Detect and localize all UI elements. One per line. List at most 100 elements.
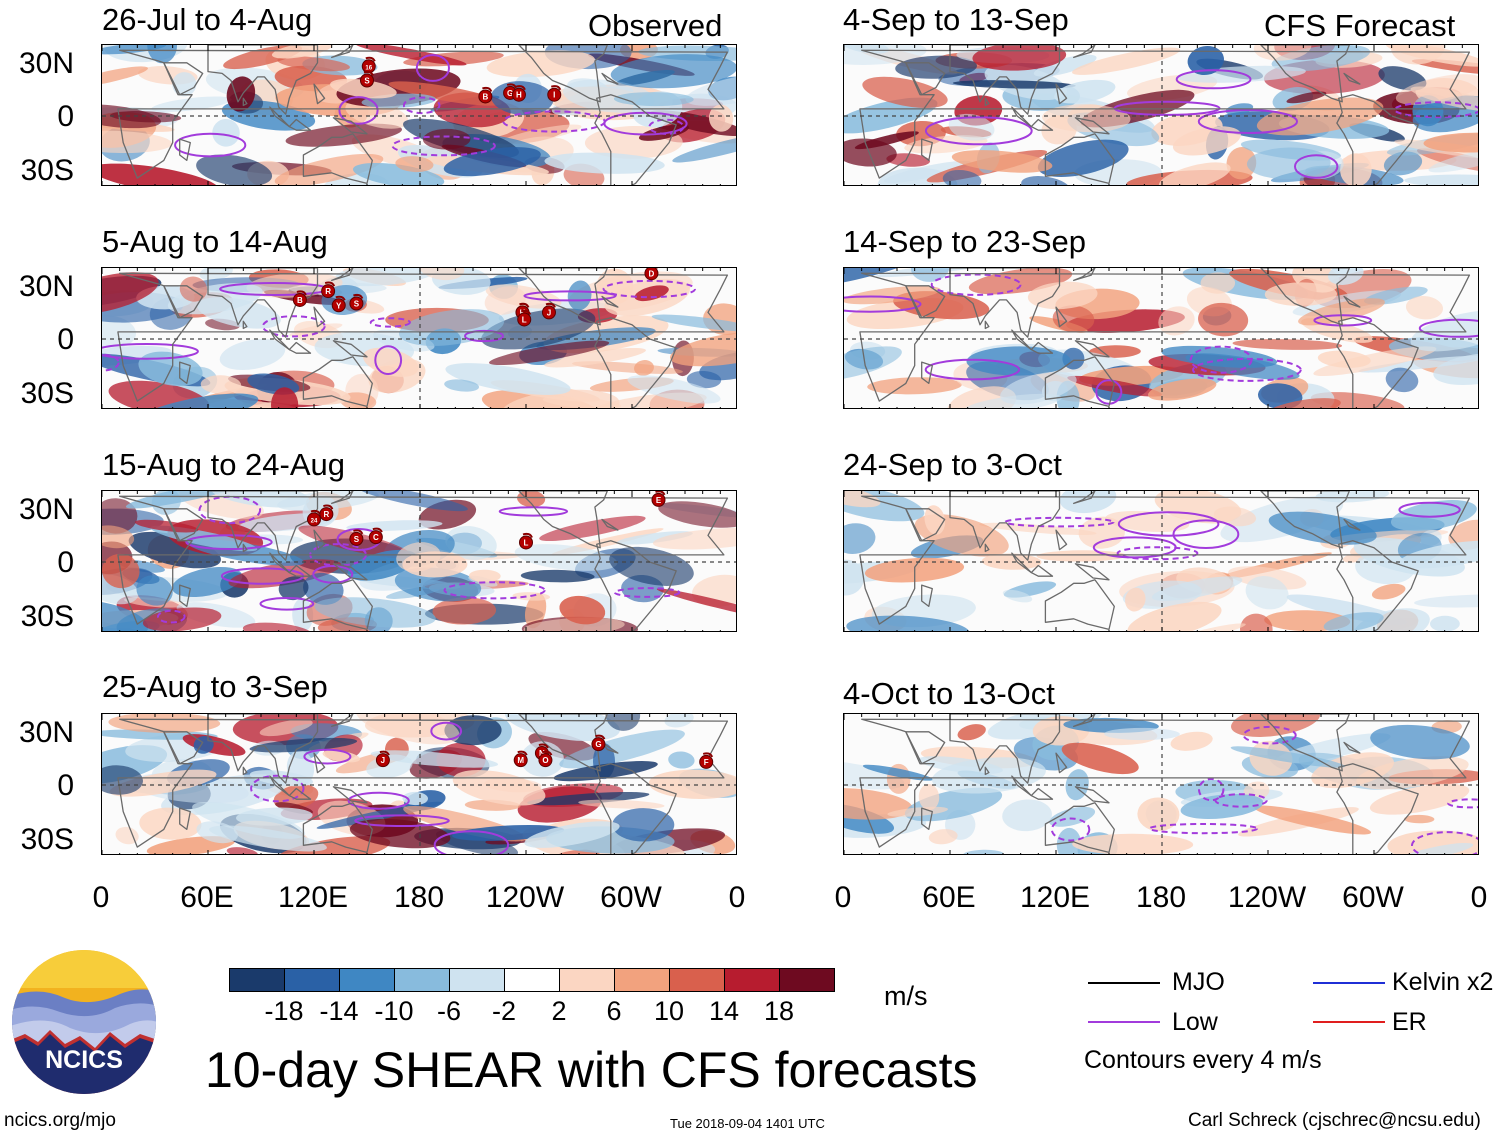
anomaly-blob xyxy=(844,559,865,596)
coastline xyxy=(302,356,373,408)
anomaly-blob xyxy=(1371,583,1406,600)
coastline xyxy=(331,491,354,505)
coastline xyxy=(601,518,619,531)
storm-marker: L xyxy=(517,309,532,327)
low-contour-negative xyxy=(1198,778,1225,802)
anomaly-blob xyxy=(1021,176,1071,185)
low-contour-negative xyxy=(1050,817,1091,842)
coastline xyxy=(1336,763,1419,854)
anomaly-blob xyxy=(1254,805,1372,835)
low-contour-positive xyxy=(347,791,410,810)
anomaly-blob xyxy=(928,829,958,845)
low-contour-negative xyxy=(1411,831,1478,854)
anomaly-blob xyxy=(1370,724,1470,760)
storm-marker: B xyxy=(292,290,307,307)
colorbar-tick-label: 14 xyxy=(708,996,740,1026)
anomaly-blob xyxy=(102,525,135,549)
low-contour-positive xyxy=(303,748,352,765)
coastline xyxy=(313,83,326,105)
storm-label: S xyxy=(364,77,370,86)
coastline xyxy=(518,491,608,549)
storm-marker: M xyxy=(513,750,528,768)
map-observed-1: 16 S B G H I xyxy=(101,44,737,186)
storm-circle xyxy=(519,535,533,550)
low-contour-positive xyxy=(430,721,463,741)
coastline xyxy=(1055,306,1068,328)
anomaly-blob xyxy=(1171,623,1246,631)
storm-circle xyxy=(644,268,659,281)
storm-marker: L xyxy=(519,532,533,550)
low-contour-negative xyxy=(402,96,441,115)
anomaly-blob xyxy=(523,617,625,631)
anomaly-blob xyxy=(1137,797,1180,832)
colorbar-swatch xyxy=(669,968,725,992)
coastline xyxy=(859,272,1471,402)
lon-label-0: 0 xyxy=(1470,881,1488,914)
coastline xyxy=(331,714,354,728)
anomaly-blob xyxy=(1428,147,1478,173)
coastline xyxy=(1260,491,1350,549)
anomaly-blob xyxy=(1067,375,1162,397)
map-forecast-4 xyxy=(843,713,1479,855)
footer-timestamp: Tue 2018-09-04 1401 UTC xyxy=(670,1116,825,1131)
anomaly-blob xyxy=(669,330,736,367)
low-contour-negative xyxy=(613,587,681,598)
coastline xyxy=(288,787,312,800)
storm-tail xyxy=(353,293,364,299)
storm-circle xyxy=(547,87,562,102)
lat-label-30n: 30N xyxy=(18,47,74,80)
anomaly-blob xyxy=(219,338,286,371)
lat-label-eq: 0 xyxy=(57,769,74,802)
lat-label-30s: 30S xyxy=(20,154,74,187)
panel-title-obs-3: 15-Aug to 24-Aug xyxy=(102,447,346,482)
figure-title: 10-day SHEAR with CFS forecasts xyxy=(205,1042,978,1098)
lat-label-30s: 30S xyxy=(20,823,74,856)
coastline xyxy=(594,540,677,631)
storm-label: Y xyxy=(336,301,342,310)
anomaly-blob xyxy=(210,491,310,508)
colorbar-swatch xyxy=(284,968,340,992)
anomaly-blob xyxy=(1404,174,1478,185)
anomaly-blob xyxy=(499,124,582,145)
coastlines xyxy=(117,268,729,408)
coastline xyxy=(207,268,319,338)
storm-circle xyxy=(513,753,528,768)
anomaly-blob xyxy=(1125,587,1146,612)
anomaly-blob xyxy=(274,153,384,185)
anomaly-blob xyxy=(1256,97,1384,136)
storm-circle xyxy=(538,753,553,768)
anomaly-blob xyxy=(334,268,441,287)
storm-label: D xyxy=(649,269,655,278)
coastlines xyxy=(859,45,1471,185)
anomaly-blob xyxy=(951,150,1053,173)
anomaly-blob xyxy=(981,553,1042,570)
storm-label: I xyxy=(553,91,555,100)
colorbar-swatch xyxy=(724,968,780,992)
footer-url[interactable]: ncics.org/mjo xyxy=(4,1110,116,1131)
coastline xyxy=(288,341,312,354)
storm-circle xyxy=(511,87,526,102)
coastline xyxy=(905,62,946,96)
low-contour-positive xyxy=(338,96,379,125)
anomaly-blob xyxy=(289,323,343,337)
coastline xyxy=(1055,752,1068,774)
colorbar-tick-label: -10 xyxy=(374,996,414,1026)
coastline xyxy=(905,508,946,542)
coastline xyxy=(117,272,729,402)
anomaly-blob xyxy=(1158,162,1231,185)
anomaly-blob xyxy=(883,160,972,183)
coastline xyxy=(518,714,608,772)
anomaly-blob xyxy=(102,315,137,349)
anomaly-blob xyxy=(259,719,313,737)
storm-tail xyxy=(550,85,562,91)
coastline xyxy=(207,45,319,115)
colorbar-swatch xyxy=(394,968,450,992)
shear-anomaly-field xyxy=(102,45,736,185)
anomaly-blob xyxy=(1411,59,1478,77)
anomaly-blob xyxy=(948,113,995,141)
anomaly-blob xyxy=(1127,601,1222,631)
anomaly-blob xyxy=(964,393,1062,408)
storm-tail xyxy=(655,491,666,496)
coastline xyxy=(1011,552,1032,574)
anomaly-blob xyxy=(1356,756,1469,790)
